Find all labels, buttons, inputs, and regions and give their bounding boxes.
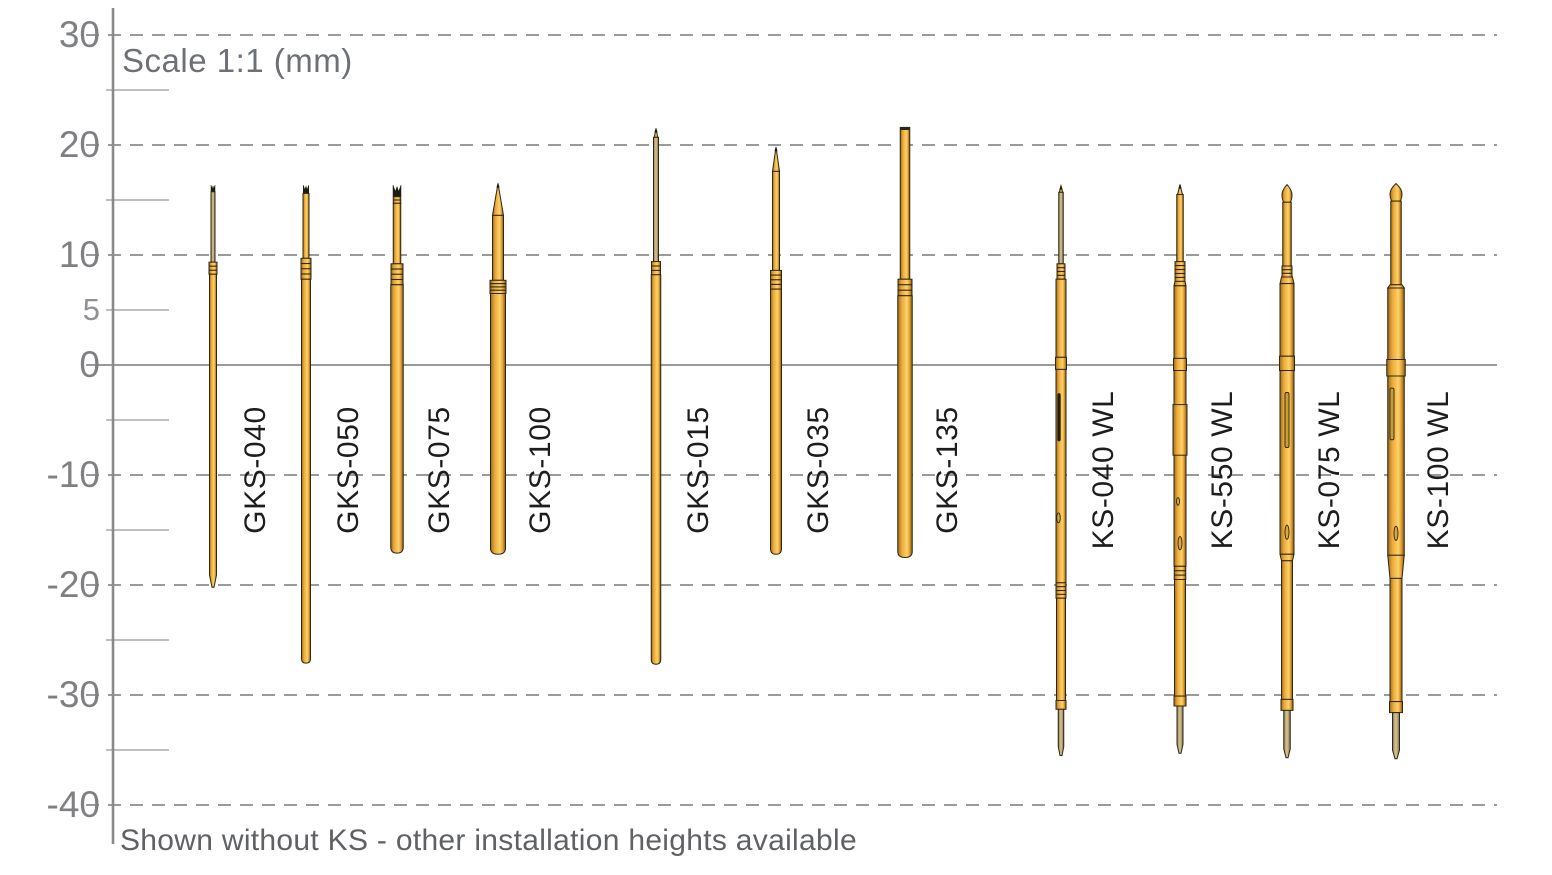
probe-GKS-015 xyxy=(650,127,662,665)
probe-label-KS-100-WL: KS-100 WL xyxy=(1422,390,1455,550)
y-axis-label--30: -30 xyxy=(46,674,100,715)
gridlines xyxy=(86,34,1497,806)
probe-GKS-050 xyxy=(300,185,312,664)
y-axis-label-20: 20 xyxy=(58,124,100,165)
probe-label-GKS-050: GKS-050 xyxy=(332,406,365,534)
scale-title: Scale 1:1 (mm) xyxy=(122,42,353,79)
probe-label-KS-550-WL: KS-550 WL xyxy=(1206,390,1239,550)
probe-KS-550-WL xyxy=(1172,183,1188,754)
probe-label-GKS-040: GKS-040 xyxy=(239,406,272,534)
y-axis-label-0: 0 xyxy=(79,344,100,385)
probe-label-GKS-135: GKS-135 xyxy=(931,406,964,534)
probe-KS-040-WL xyxy=(1055,183,1067,756)
probe-KS-075-WL xyxy=(1279,183,1295,759)
probe-GKS-135 xyxy=(897,126,913,559)
footnote: Shown without KS - other installation he… xyxy=(120,824,857,857)
probe-GKS-040 xyxy=(208,185,218,588)
probe-GKS-035 xyxy=(770,146,782,555)
probe-label-KS-040-WL: KS-040 WL xyxy=(1087,390,1120,550)
probe-GKS-075 xyxy=(390,185,404,554)
y-axis-label--40: -40 xyxy=(46,784,100,825)
probe-label-GKS-035: GKS-035 xyxy=(802,406,835,534)
y-axis-label-30: 30 xyxy=(58,14,100,55)
y-axis-label--20: -20 xyxy=(46,564,100,605)
probe-label-GKS-015: GKS-015 xyxy=(682,406,715,534)
probe-KS-100-WL xyxy=(1386,182,1406,760)
probe-label-KS-075-WL: KS-075 WL xyxy=(1313,390,1346,550)
y-axis-label--10: -10 xyxy=(46,454,100,495)
y-axis-label-5: 5 xyxy=(82,292,100,327)
probe-label-GKS-100: GKS-100 xyxy=(524,406,557,534)
probe-GKS-100 xyxy=(489,182,507,555)
probe-label-GKS-075: GKS-075 xyxy=(423,406,456,534)
y-axis-label-10: 10 xyxy=(58,234,100,275)
